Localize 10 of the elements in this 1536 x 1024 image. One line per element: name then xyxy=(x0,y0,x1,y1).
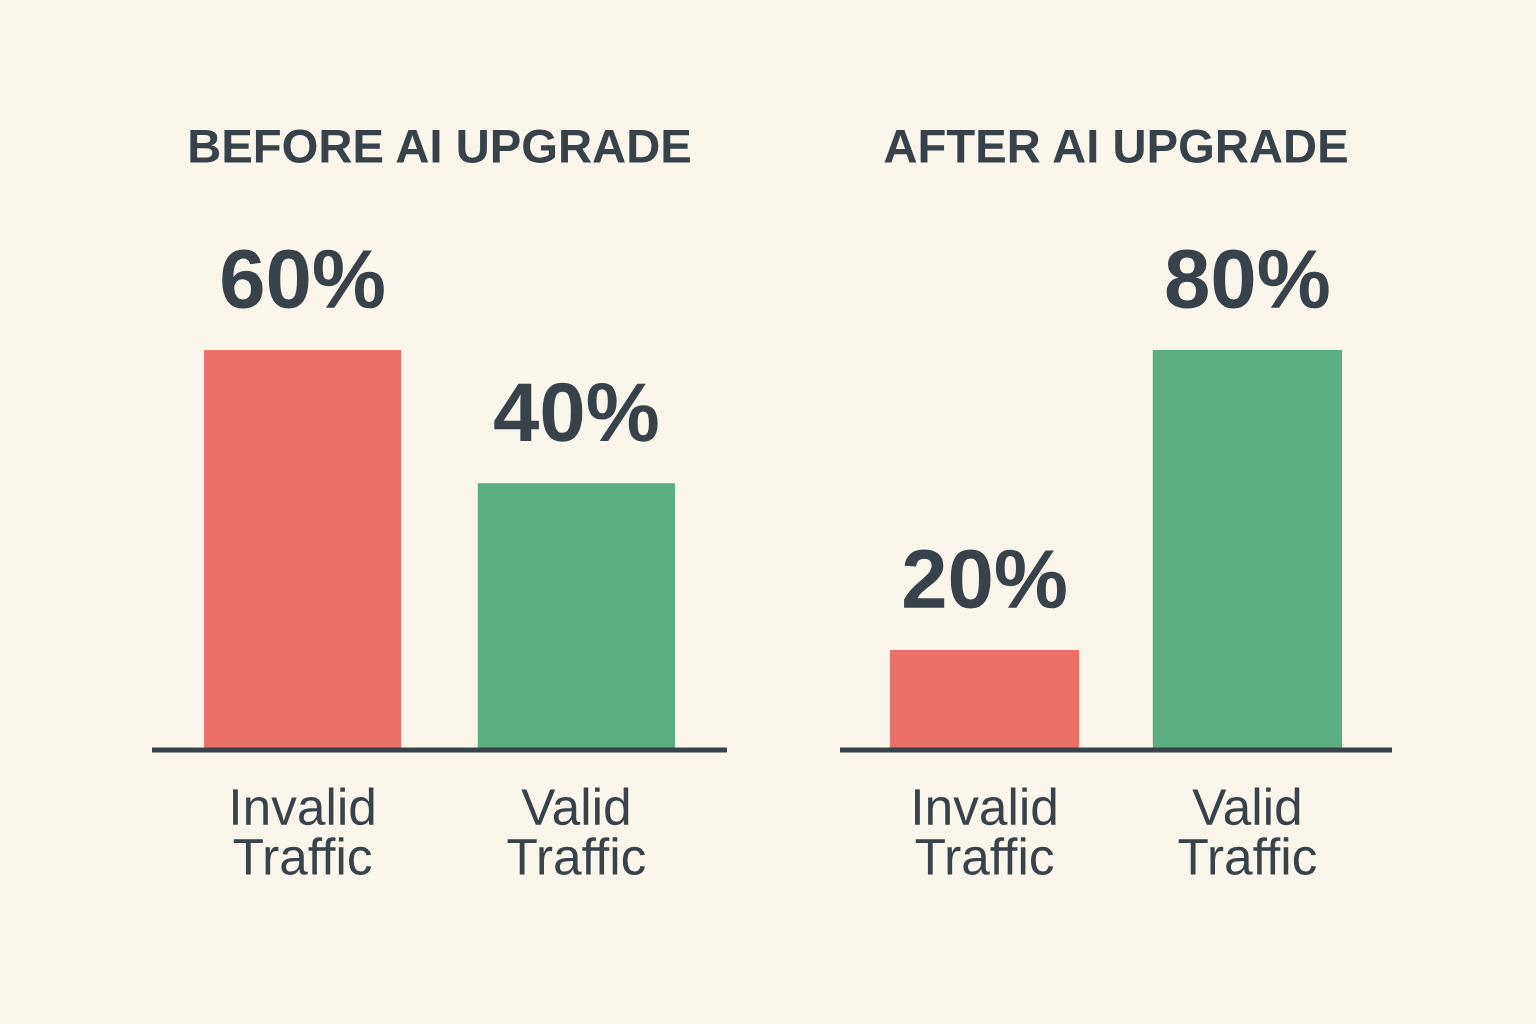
data-label: 40% xyxy=(494,382,658,442)
x-tick-label: Valid Traffic xyxy=(1178,787,1317,876)
data-label: 60% xyxy=(222,249,384,309)
x-tick-label: Invalid Traffic xyxy=(233,787,374,876)
data-label: 20% xyxy=(904,549,1066,609)
x-tick-label: Valid Traffic xyxy=(507,787,646,876)
chart-title: AFTER AI UPGRADE xyxy=(884,129,1347,163)
chart-title: BEFORE AI UPGRADE xyxy=(190,129,690,163)
x-tick-label: Invalid Traffic xyxy=(915,787,1056,876)
data-label: 80% xyxy=(1166,249,1329,309)
